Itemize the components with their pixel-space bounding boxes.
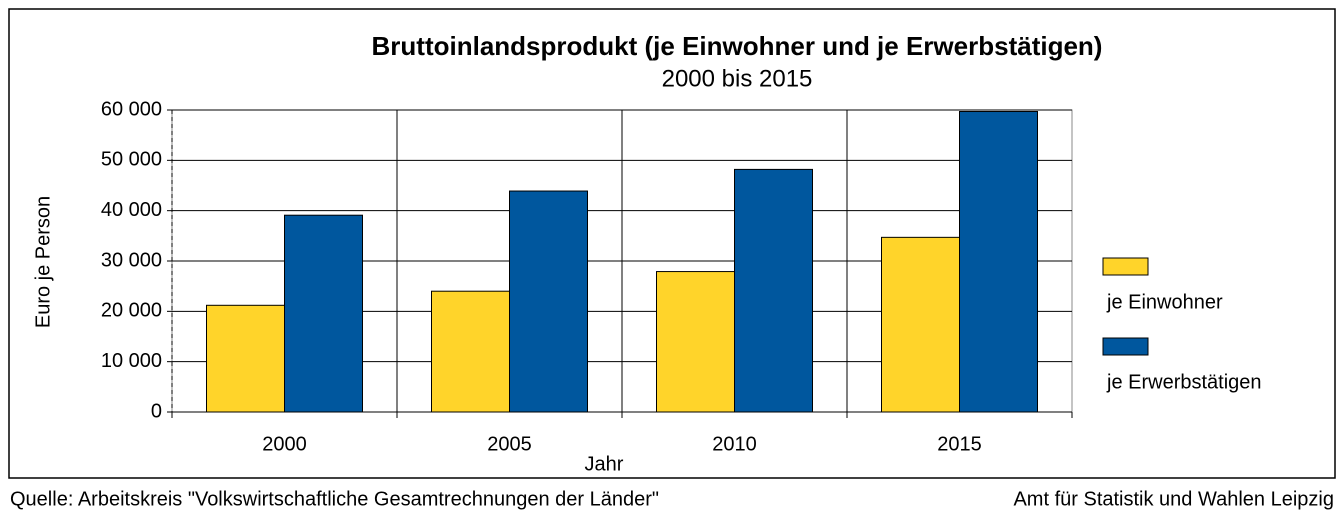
y-axis-label: Euro je Person bbox=[32, 196, 54, 328]
source: Quelle: Arbeitskreis "Volkswirtschaftlic… bbox=[10, 488, 659, 510]
bar bbox=[656, 271, 735, 413]
legend-label: je Einwohner bbox=[1106, 291, 1223, 313]
publisher: Amt für Statistik und Wahlen Leipzig bbox=[1013, 488, 1334, 510]
chart-title: Bruttoinlandsprodukt (je Einwohner und j… bbox=[372, 31, 1103, 61]
x-tick-label: 2000 bbox=[262, 433, 307, 455]
bar bbox=[881, 236, 960, 413]
x-tick-label: 2010 bbox=[712, 433, 757, 455]
legend-label: je Erwerbstätigen bbox=[1106, 371, 1262, 393]
y-tick-label: 60 000 bbox=[101, 98, 162, 120]
bar bbox=[509, 190, 588, 413]
chart-subtitle: 2000 bis 2015 bbox=[662, 65, 813, 92]
y-tick-label: 10 000 bbox=[101, 350, 162, 372]
legend-swatch bbox=[1102, 337, 1149, 356]
x-tick-label: 2005 bbox=[487, 433, 532, 455]
bar bbox=[206, 304, 285, 413]
y-tick-label: 40 000 bbox=[101, 199, 162, 221]
y-tick-label: 30 000 bbox=[101, 249, 162, 271]
x-tick-label: 2015 bbox=[937, 433, 982, 455]
bar bbox=[431, 290, 510, 413]
legend-swatch bbox=[1102, 257, 1149, 276]
y-tick-label: 50 000 bbox=[101, 149, 162, 171]
bar bbox=[734, 168, 813, 413]
bar bbox=[959, 111, 1038, 413]
y-tick-label: 0 bbox=[151, 400, 162, 422]
y-tick-label: 20 000 bbox=[101, 300, 162, 322]
x-axis-label: Jahr bbox=[585, 453, 624, 475]
bar bbox=[284, 214, 363, 413]
